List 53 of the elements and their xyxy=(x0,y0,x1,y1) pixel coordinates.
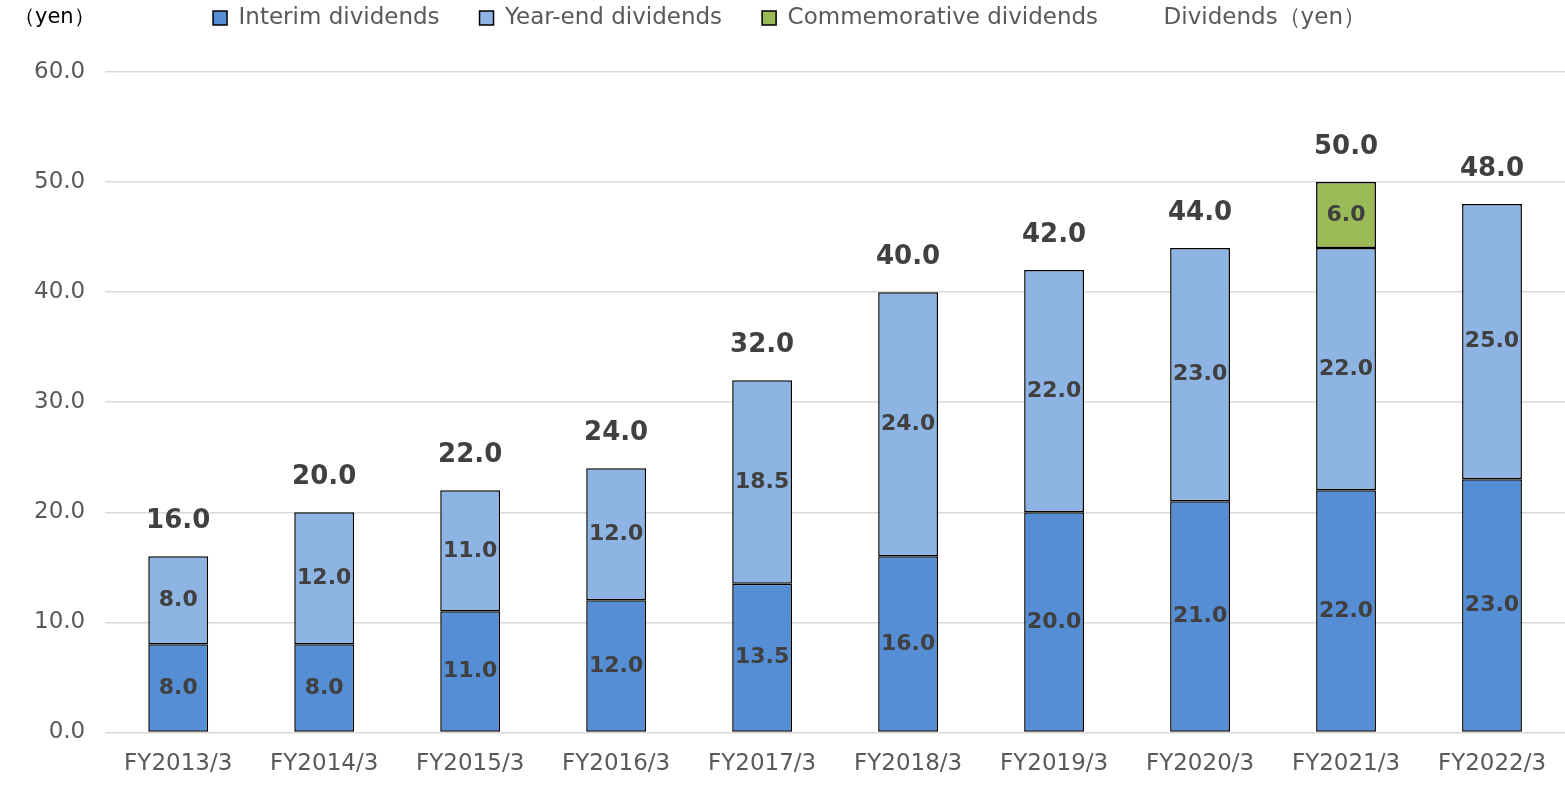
total-label: 50.0 xyxy=(1313,130,1379,161)
data-label: 11.0 xyxy=(443,536,498,562)
data-label: 8.0 xyxy=(158,586,198,612)
total-label: 48.0 xyxy=(1459,152,1525,183)
y-tick-label: 40.0 xyxy=(33,277,86,304)
data-label: 12.0 xyxy=(589,651,644,677)
data-label: 22.0 xyxy=(1318,596,1374,622)
data-label: 6.0 xyxy=(1326,200,1366,226)
data-label: 11.0 xyxy=(443,657,498,683)
total-label: 20.0 xyxy=(292,460,357,491)
data-label: 12.0 xyxy=(589,520,644,545)
y-tick-label: 60.0 xyxy=(33,56,86,83)
x-tick-label: FY2019/3 xyxy=(999,749,1109,776)
text: Dividends（yen） xyxy=(1163,2,1366,29)
x-tick-label: FY2017/3 xyxy=(708,749,817,776)
x-tick-label: FY2013/3 xyxy=(124,749,233,776)
data-label: 16.0 xyxy=(880,629,936,655)
y-axis-title: （yen） xyxy=(14,4,95,29)
data-label: 12.0 xyxy=(297,564,352,590)
y-tick-label: 30.0 xyxy=(33,387,86,414)
y-tick-label: 0.0 xyxy=(48,717,86,744)
data-label: 18.5 xyxy=(734,467,790,493)
y-tick-label: 50.0 xyxy=(33,167,86,194)
legend-label: Commemorative dividends xyxy=(787,2,1099,29)
x-tick-label: FY2021/3 xyxy=(1291,749,1401,776)
total-label: 40.0 xyxy=(876,240,941,271)
data-label: 24.0 xyxy=(880,409,936,435)
x-tick-label: FY2022/3 xyxy=(1437,749,1547,776)
data-label: 23.0 xyxy=(1172,360,1228,386)
data-label: 8.0 xyxy=(304,673,344,699)
y-tick-label: 20.0 xyxy=(33,497,86,524)
x-tick-label: FY2016/3 xyxy=(562,749,671,776)
data-label: 23.0 xyxy=(1464,591,1520,617)
data-label: 22.0 xyxy=(1318,354,1374,380)
total-label: 24.0 xyxy=(584,416,649,447)
total-label: 32.0 xyxy=(730,328,795,359)
data-label: 22.0 xyxy=(1026,376,1082,402)
x-tick-label: FY2020/3 xyxy=(1145,749,1255,776)
x-tick-label: FY2018/3 xyxy=(853,749,963,776)
data-label: 8.0 xyxy=(158,673,198,699)
total-label: 42.0 xyxy=(1022,218,1087,249)
data-label: 25.0 xyxy=(1464,327,1520,353)
total-label: 44.0 xyxy=(1167,196,1233,227)
y-tick-label: 10.0 xyxy=(33,607,86,634)
data-label: 20.0 xyxy=(1026,607,1082,633)
x-tick-label: FY2014/3 xyxy=(270,749,379,776)
legend-label: Interim dividends xyxy=(238,2,440,29)
total-label: 16.0 xyxy=(146,504,211,535)
data-label: 21.0 xyxy=(1172,602,1228,628)
x-tick-label: FY2015/3 xyxy=(416,749,525,776)
total-label: 22.0 xyxy=(438,438,503,469)
legend-label: Year-end dividends xyxy=(504,2,723,29)
data-label: 13.5 xyxy=(734,643,790,669)
